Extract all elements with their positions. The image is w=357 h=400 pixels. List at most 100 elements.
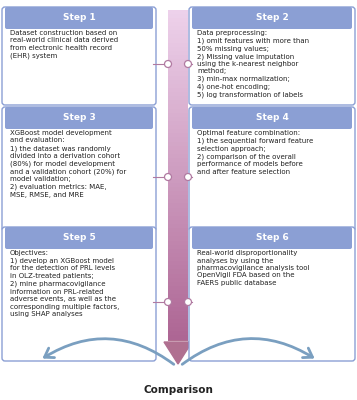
Bar <box>168 96 188 101</box>
Bar <box>168 100 188 105</box>
Bar <box>168 42 188 47</box>
Bar <box>168 302 188 307</box>
Bar <box>168 327 188 332</box>
Text: Comparison: Comparison <box>143 385 213 395</box>
Text: Step 1: Step 1 <box>62 14 95 22</box>
Bar <box>168 245 188 249</box>
Bar <box>168 298 188 303</box>
Bar <box>168 240 188 245</box>
FancyBboxPatch shape <box>192 7 352 29</box>
Bar <box>168 179 188 183</box>
Bar <box>168 162 188 167</box>
Bar <box>168 203 188 208</box>
Bar <box>168 224 188 229</box>
Text: Step 6: Step 6 <box>256 234 288 242</box>
Bar <box>168 269 188 274</box>
Bar <box>168 286 188 290</box>
Bar <box>168 59 188 64</box>
Bar <box>168 274 188 278</box>
Bar <box>168 170 188 175</box>
Circle shape <box>185 174 191 180</box>
Circle shape <box>165 298 171 306</box>
FancyBboxPatch shape <box>189 227 355 361</box>
Circle shape <box>165 60 171 68</box>
Bar <box>168 84 188 88</box>
FancyBboxPatch shape <box>5 7 153 29</box>
Bar <box>168 88 188 92</box>
Bar <box>168 340 188 341</box>
FancyBboxPatch shape <box>2 7 156 105</box>
Bar <box>168 290 188 295</box>
Bar <box>168 63 188 68</box>
Bar <box>168 154 188 158</box>
Bar <box>168 121 188 126</box>
Bar <box>168 22 188 26</box>
Bar <box>168 104 188 109</box>
Bar <box>168 38 188 43</box>
Bar <box>168 257 188 262</box>
FancyBboxPatch shape <box>2 107 156 231</box>
Bar <box>168 315 188 319</box>
Bar <box>168 18 188 22</box>
FancyBboxPatch shape <box>2 227 156 361</box>
Bar <box>168 199 188 204</box>
FancyArrowPatch shape <box>45 339 174 364</box>
Polygon shape <box>164 342 192 364</box>
FancyBboxPatch shape <box>192 107 352 129</box>
Bar <box>168 146 188 150</box>
Bar <box>168 30 188 35</box>
Bar <box>168 92 188 97</box>
Circle shape <box>165 174 171 180</box>
Bar <box>168 306 188 311</box>
Bar <box>168 249 188 253</box>
Bar <box>168 133 188 138</box>
Bar <box>168 323 188 328</box>
Bar <box>168 14 188 18</box>
FancyBboxPatch shape <box>189 107 355 231</box>
Bar <box>168 47 188 51</box>
FancyBboxPatch shape <box>192 227 352 249</box>
Text: Optimal feature combination:
1) the sequential forward feature
selection approac: Optimal feature combination: 1) the sequ… <box>197 130 313 174</box>
Bar <box>168 150 188 154</box>
Bar <box>168 108 188 113</box>
Bar <box>168 319 188 324</box>
Bar <box>168 265 188 270</box>
FancyBboxPatch shape <box>5 107 153 129</box>
Bar <box>168 34 188 39</box>
Bar <box>168 191 188 196</box>
Bar <box>168 166 188 171</box>
Text: Dataset construction based on
real-world clinical data derived
from electronic h: Dataset construction based on real-world… <box>10 30 118 59</box>
Text: Objectives:
1) develop an XGBoost model
for the detection of PRL levels
in OLZ-t: Objectives: 1) develop an XGBoost model … <box>10 250 119 317</box>
Circle shape <box>185 298 191 306</box>
Text: Data preprocessing:
1) omit features with more than
50% missing values;
2) Missi: Data preprocessing: 1) omit features wit… <box>197 30 309 98</box>
Bar <box>168 228 188 233</box>
Bar <box>168 174 188 179</box>
Bar <box>168 195 188 200</box>
FancyBboxPatch shape <box>189 7 355 105</box>
FancyArrowPatch shape <box>182 338 312 364</box>
Text: Step 2: Step 2 <box>256 14 288 22</box>
FancyBboxPatch shape <box>5 227 153 249</box>
Text: Step 5: Step 5 <box>62 234 95 242</box>
Bar <box>168 113 188 117</box>
Bar <box>168 187 188 192</box>
Bar <box>168 253 188 258</box>
Text: Step 4: Step 4 <box>256 114 288 122</box>
Bar <box>168 294 188 299</box>
Bar <box>168 311 188 315</box>
Bar <box>168 80 188 84</box>
Bar <box>168 331 188 336</box>
Bar <box>168 158 188 163</box>
Bar <box>168 117 188 121</box>
Bar <box>168 137 188 142</box>
Bar <box>168 129 188 134</box>
Bar <box>168 212 188 216</box>
Bar <box>168 26 188 31</box>
Bar <box>168 236 188 241</box>
Bar <box>168 125 188 130</box>
Bar <box>168 261 188 266</box>
Circle shape <box>185 60 191 68</box>
Bar <box>168 282 188 286</box>
Bar <box>168 232 188 237</box>
Bar <box>168 55 188 60</box>
